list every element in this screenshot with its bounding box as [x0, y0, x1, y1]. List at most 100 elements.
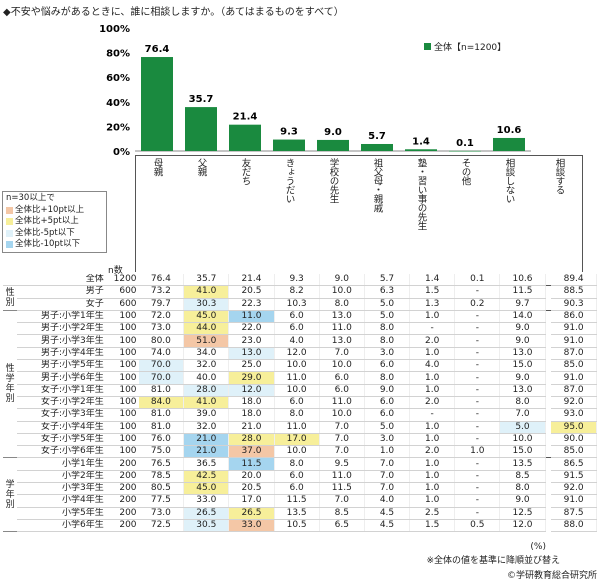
value-cell: 78.5 [138, 470, 185, 484]
total-cell: 91.0 [551, 322, 598, 336]
value-cell: - [454, 309, 501, 324]
unit-label: (%) [530, 542, 546, 552]
value-cell: 1.0 [409, 470, 456, 484]
gap-cell [545, 285, 552, 299]
bar-value-label: 0.1 [456, 138, 474, 149]
value-cell: 32.0 [183, 359, 230, 373]
value-cell: - [454, 347, 501, 361]
row-n: 100 [107, 322, 139, 336]
value-cell: 7.0 [364, 470, 411, 484]
value-cell: 8.0 [364, 334, 411, 348]
value-cell: 10.3 [274, 298, 320, 311]
total-cell: 85.0 [551, 445, 598, 459]
row-label: 女子:小学3年生 [17, 408, 108, 422]
table-row: 小学6年生 200 72.5 30.5 33.0 10.5 6.5 4.5 1.5 0.5 12.0… [3, 519, 598, 533]
value-cell: 80.0 [138, 334, 185, 348]
value-cell: - [454, 470, 501, 484]
n-header: n数 [108, 266, 123, 276]
value-cell: 1.0 [454, 445, 501, 459]
value-cell: 11.0 [319, 470, 365, 484]
value-cell: 5.0 [364, 421, 411, 434]
value-cell: 7.0 [319, 421, 365, 434]
value-cell: 8.0 [274, 408, 320, 422]
threshold-item: 全体比+5pt以上 [6, 216, 103, 228]
row-label: 女子:小学4年生 [17, 421, 108, 434]
table-row: 男子:小学4年生 100 74.0 34.0 13.0 12.0 7.0 3.0 1.0-13.… [3, 347, 598, 361]
value-cell: 10.0 [319, 408, 365, 422]
category-label: 父親 [195, 158, 207, 176]
value-cell: 11.0 [319, 396, 365, 410]
bar-父親 [185, 107, 217, 151]
value-cell: - [454, 285, 501, 299]
bar-value-label: 5.7 [368, 131, 386, 142]
value-cell: 6.0 [274, 396, 320, 410]
value-cell: 73.0 [138, 507, 185, 520]
threshold-label: 全体比-5pt以下 [15, 227, 75, 238]
value-cell: 9.0 [319, 274, 365, 287]
value-cell: 79.7 [138, 298, 185, 311]
value-cell: 13.0 [499, 384, 546, 397]
value-cell: 7.0 [319, 494, 365, 508]
row-label: 男子 [17, 285, 108, 299]
value-cell: 33.0 [228, 519, 275, 533]
credit: ©学研教育総合研究所 [506, 571, 597, 581]
y-tick-label: 0% [113, 147, 130, 158]
value-cell: 1.5 [409, 285, 456, 299]
table-row: 女子 600 79.7 30.3 22.3 10.3 8.0 5.0 1.3 0.2 9.7 90.3 [3, 298, 598, 311]
row-n: 200 [107, 494, 139, 508]
value-cell: 0.2 [454, 298, 501, 311]
value-cell: 14.0 [499, 309, 546, 324]
value-cell: 17.0 [228, 494, 275, 508]
threshold-label: 全体比-10pt以下 [15, 239, 81, 249]
row-label: 小学2年生 [17, 470, 108, 484]
value-cell: 6.0 [274, 470, 320, 484]
threshold-label: 全体比+10pt以上 [15, 204, 85, 215]
value-cell: 7.0 [319, 445, 365, 459]
value-cell: 4.0 [274, 334, 320, 348]
bar-相談しない [493, 137, 525, 151]
total-cell: 90.0 [551, 433, 598, 447]
bar-value-label: 76.4 [145, 44, 170, 55]
y-tick-label: 20% [106, 122, 130, 133]
value-cell: - [454, 494, 501, 508]
value-cell: 28.0 [183, 384, 230, 397]
value-cell: 26.5 [228, 507, 275, 520]
value-cell: 81.0 [138, 384, 185, 397]
table-row: 性学年別 男子:小学1年生 100 72.0 45.0 11.0 6.0 13.0 5.0 1.0… [3, 309, 598, 459]
table-row: 女子:小学1年生 100 81.0 28.0 12.0 10.0 6.0 9.0 1.0-13.… [3, 384, 598, 397]
table-row: 小学5年生 200 73.0 26.5 26.5 13.5 8.5 4.5 2.5-12.5 87… [3, 507, 598, 520]
value-cell: 0.5 [454, 519, 501, 533]
value-cell: 7.0 [364, 457, 411, 471]
value-cell: 1.0 [409, 347, 456, 361]
row-label: 女子:小学6年生 [17, 445, 108, 459]
table-row: 小学4年生 200 77.5 33.0 17.0 11.5 7.0 4.0 1.0-9.0 91.… [3, 494, 598, 508]
gap-cell [545, 457, 552, 471]
value-cell: 9.0 [364, 384, 411, 397]
bar-祖父母・親戚 [361, 143, 393, 151]
value-cell: 8.0 [274, 457, 320, 471]
value-cell: 7.0 [319, 433, 365, 447]
table-row: 女子:小学6年生 100 75.0 21.0 37.0 10.0 7.0 1.0 2.0 1.0 1… [3, 445, 598, 459]
value-cell: 25.0 [228, 359, 275, 373]
value-cell: 4.0 [364, 494, 411, 508]
y-tick-label: 60% [106, 73, 130, 84]
row-n: 100 [107, 421, 139, 434]
value-cell: 6.0 [319, 384, 365, 397]
value-cell: 2.0 [409, 396, 456, 410]
value-cell: 9.0 [499, 371, 546, 385]
row-label: 男子:小学1年生 [17, 309, 108, 324]
value-cell: 1.0 [409, 482, 456, 496]
value-cell: 37.0 [228, 445, 275, 459]
value-cell: - [454, 322, 501, 336]
table-row: 男子:小学3年生 100 80.0 51.0 23.0 4.0 13.0 8.0 2.0-9.0… [3, 334, 598, 348]
value-cell: 11.5 [228, 457, 275, 471]
category-label: 友だち [239, 158, 251, 185]
value-cell: 1.5 [409, 519, 456, 533]
value-cell: 28.0 [228, 433, 275, 447]
total-cell: 91.0 [551, 494, 598, 508]
value-cell: 21.0 [183, 445, 230, 459]
value-cell: 15.0 [499, 359, 546, 373]
total-cell: 85.0 [551, 359, 598, 373]
value-cell: 3.0 [364, 347, 411, 361]
value-cell: 10.0 [499, 433, 546, 447]
